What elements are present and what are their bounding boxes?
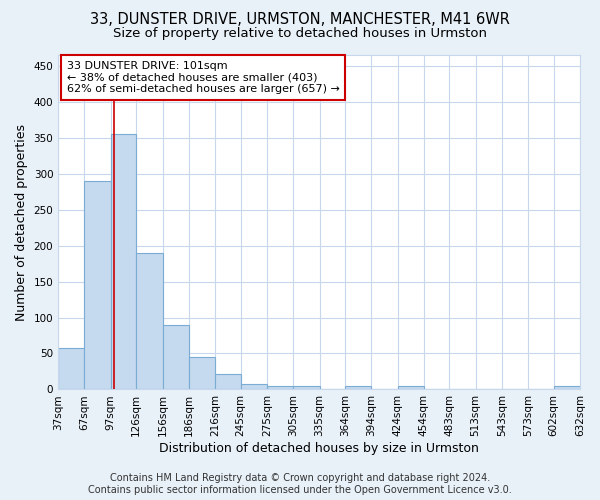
Text: 33, DUNSTER DRIVE, URMSTON, MANCHESTER, M41 6WR: 33, DUNSTER DRIVE, URMSTON, MANCHESTER, … xyxy=(90,12,510,28)
Bar xyxy=(189,357,215,390)
Bar xyxy=(241,384,267,390)
Text: Contains HM Land Registry data © Crown copyright and database right 2024.
Contai: Contains HM Land Registry data © Crown c… xyxy=(88,474,512,495)
X-axis label: Distribution of detached houses by size in Urmston: Distribution of detached houses by size … xyxy=(159,442,479,455)
Bar xyxy=(136,253,163,390)
Text: Size of property relative to detached houses in Urmston: Size of property relative to detached ho… xyxy=(113,28,487,40)
Bar xyxy=(215,374,241,390)
Bar xyxy=(58,348,85,390)
Bar xyxy=(85,181,111,390)
Bar xyxy=(345,386,371,390)
Text: 33 DUNSTER DRIVE: 101sqm
← 38% of detached houses are smaller (403)
62% of semi-: 33 DUNSTER DRIVE: 101sqm ← 38% of detach… xyxy=(67,61,340,94)
Bar xyxy=(554,386,580,390)
Bar xyxy=(293,386,320,390)
Y-axis label: Number of detached properties: Number of detached properties xyxy=(15,124,28,320)
Bar xyxy=(163,324,189,390)
Bar xyxy=(111,134,136,390)
Bar xyxy=(398,386,424,390)
Bar xyxy=(267,386,293,390)
